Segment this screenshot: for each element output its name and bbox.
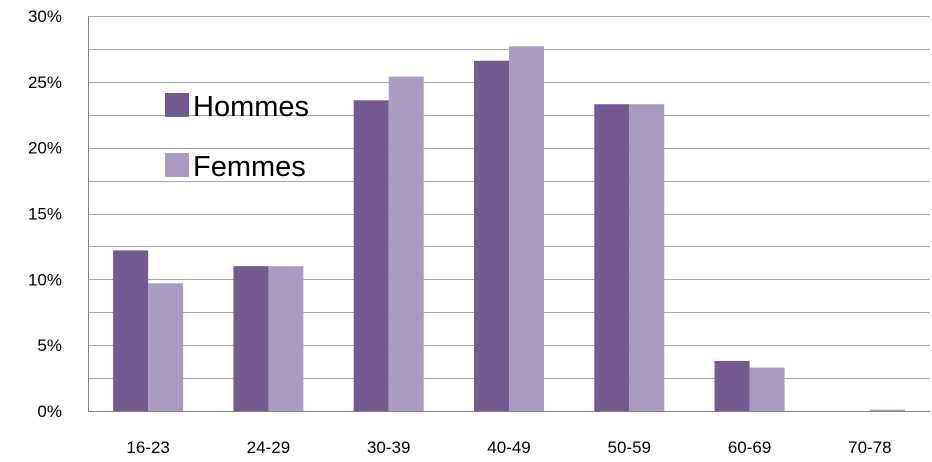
x-tick-label: 30-39 — [367, 438, 410, 457]
y-tick-label: 20% — [28, 139, 62, 158]
bar-femmes-60-69 — [749, 367, 785, 411]
x-tick-label: 40-49 — [487, 438, 530, 457]
bar-femmes-50-59 — [629, 104, 665, 411]
bar-hommes-16-23 — [113, 250, 149, 411]
legend-label-hommes: Hommes — [193, 91, 309, 123]
bar-femmes-40-49 — [509, 46, 544, 412]
y-tick-label: 10% — [28, 270, 62, 289]
legend-label-femmes: Femmes — [193, 151, 306, 183]
legend-swatch-hommes — [165, 93, 189, 117]
bar-femmes-24-29 — [268, 266, 304, 411]
y-tick-labels: 0% 5% 10% 15% 20% 25% 30% — [28, 7, 62, 421]
x-tick-label: 70-78 — [848, 438, 891, 457]
y-tick-label: 5% — [37, 336, 62, 355]
x-tick-label: 16-23 — [126, 438, 169, 457]
bar-femmes-30-39 — [388, 76, 424, 412]
x-tick-label: 50-59 — [608, 438, 651, 457]
x-tick-label: 24-29 — [247, 438, 290, 457]
bar-hommes-40-49 — [474, 60, 509, 412]
axes — [88, 16, 930, 412]
x-tick-labels: 16-23 24-29 30-39 40-49 50-59 60-69 70-78 — [126, 438, 891, 457]
legend: Hommes Femmes — [165, 91, 309, 183]
x-tick-label: 60-69 — [728, 438, 771, 457]
y-tick-label: 15% — [28, 205, 62, 224]
bar-hommes-24-29 — [233, 266, 269, 411]
bars — [113, 46, 905, 412]
bar-femmes-70-78 — [869, 409, 905, 411]
bar-hommes-50-59 — [594, 104, 630, 411]
bar-femmes-16-23 — [148, 283, 184, 411]
y-tick-label: 30% — [28, 7, 62, 26]
bar-hommes-30-39 — [353, 100, 389, 412]
bar-hommes-60-69 — [714, 360, 750, 411]
y-tick-label: 25% — [28, 73, 62, 92]
legend-swatch-femmes — [165, 153, 189, 177]
y-tick-label: 0% — [37, 402, 62, 421]
